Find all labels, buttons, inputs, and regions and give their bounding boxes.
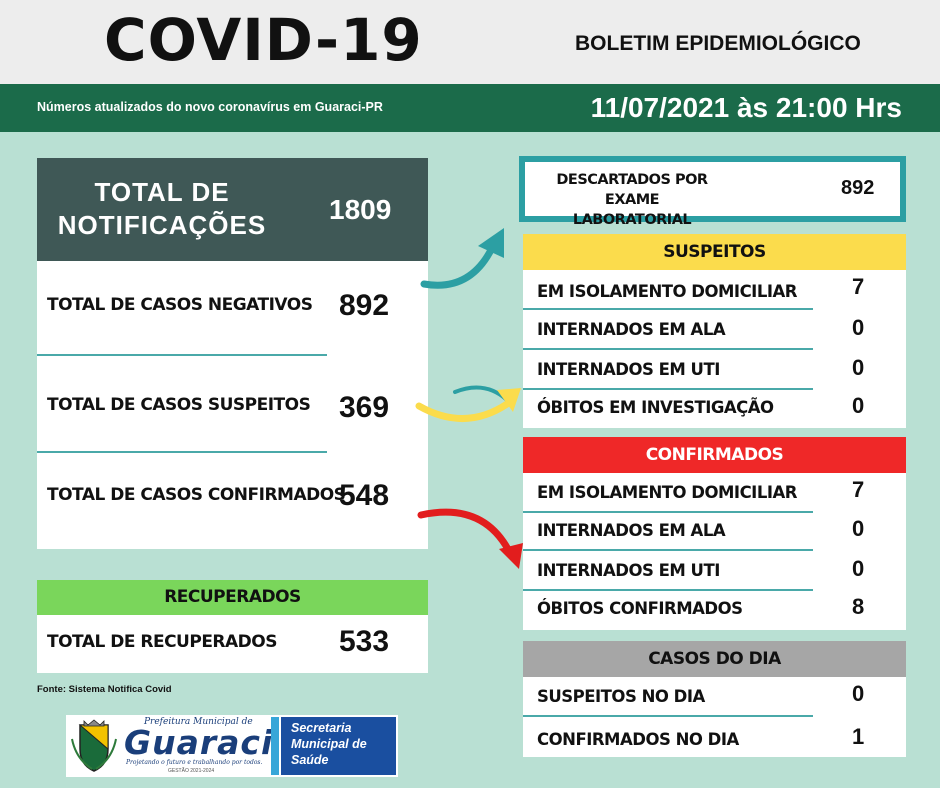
daily-row-value: 1: [852, 724, 865, 749]
logo-prefeitura: Prefeitura Municipal de: [144, 717, 253, 727]
confirmed-row-value: 0: [852, 516, 865, 541]
notifications-label: TOTAL DE NOTIFICAÇÕES: [37, 176, 287, 242]
municipality-logo: Prefeitura Municipal de Guaraci Projetan…: [66, 715, 398, 777]
daily-row-label: CONFIRMADOS NO DIA: [537, 730, 739, 749]
total-suspect-value: 369: [339, 391, 390, 424]
confirmed-row-value: 8: [852, 594, 865, 619]
subtitle: Números atualizados do novo coronavírus …: [37, 100, 383, 114]
logo-gestao: GESTÃO 2021-2024: [168, 768, 215, 774]
divider: [37, 451, 327, 453]
notifications-label-line1: TOTAL DE: [94, 177, 230, 207]
arrow-to-discarded-icon: [420, 228, 504, 289]
suspects-row-value: 7: [852, 274, 865, 299]
total-suspect-label: TOTAL DE CASOS SUSPEITOS: [47, 395, 311, 415]
notifications-total-card: TOTAL DE NOTIFICAÇÕES 1809: [37, 158, 428, 261]
info-band: Números atualizados do novo coronavírus …: [0, 84, 940, 132]
discarded-value: 892: [841, 177, 875, 199]
logo-secretaria: Secretaria Municipal de Saúde: [281, 717, 396, 775]
divider: [523, 348, 813, 350]
divider: [523, 511, 813, 513]
confirmed-row-value: 7: [852, 477, 865, 502]
recovered-value: 533: [339, 625, 390, 658]
daily-cases-header: CASOS DO DIA: [523, 641, 906, 677]
update-datetime: 11/07/2021 às 21:00 Hrs: [590, 92, 902, 123]
logo-secretaria-line2: Municipal de: [291, 737, 367, 751]
suspects-row-label: ÓBITOS EM INVESTIGAÇÃO: [537, 398, 774, 417]
divider: [523, 388, 813, 390]
arrow-to-suspects-icon: [415, 385, 521, 422]
recovered-card: TOTAL DE RECUPERADOS 533: [37, 615, 428, 673]
logo-secretaria-line3: Saúde: [291, 753, 329, 767]
daily-row-label: SUSPEITOS NO DIA: [537, 687, 705, 706]
bulletin-label: BOLETIM EPIDEMIOLÓGICO: [575, 32, 861, 55]
divider: [523, 308, 813, 310]
suspects-card: EM ISOLAMENTO DOMICILIAR 7 INTERNADOS EM…: [523, 270, 906, 428]
confirmed-row-label: ÓBITOS CONFIRMADOS: [537, 599, 743, 618]
source-note: Fonte: Sistema Notifica Covid: [37, 684, 172, 695]
totals-card: TOTAL DE CASOS NEGATIVOS 892 TOTAL DE CA…: [37, 261, 428, 549]
suspects-row-label: INTERNADOS EM UTI: [537, 360, 720, 379]
logo-name: Guaraci: [124, 723, 274, 762]
total-confirmed-value: 548: [339, 479, 390, 512]
confirmed-header: CONFIRMADOS: [523, 437, 906, 473]
suspects-row-value: 0: [852, 355, 865, 380]
discarded-label: DESCARTADOS POR EXAME LABORATORIAL: [537, 170, 727, 230]
logo-accent-bar: [271, 717, 279, 775]
divider: [37, 354, 327, 356]
confirmed-row-label: EM ISOLAMENTO DOMICILIAR: [537, 483, 797, 502]
total-negative-value: 892: [339, 289, 390, 322]
notifications-value: 1809: [329, 194, 392, 225]
suspects-row-label: INTERNADOS EM ALA: [537, 320, 726, 339]
discarded-card: DESCARTADOS POR EXAME LABORATORIAL 892: [519, 156, 906, 228]
recovered-label: TOTAL DE RECUPERADOS: [47, 632, 277, 652]
recovered-header: RECUPERADOS: [37, 580, 428, 615]
logo-tagline: Projetando o futuro e trabalhando por to…: [126, 759, 263, 766]
suspects-header: SUSPEITOS: [523, 234, 906, 270]
confirmed-row-label: INTERNADOS EM UTI: [537, 561, 720, 580]
discarded-card-inner: DESCARTADOS POR EXAME LABORATORIAL 892: [525, 162, 900, 228]
suspects-row-value: 0: [852, 393, 865, 418]
divider: [523, 715, 813, 717]
coat-of-arms-icon: [71, 719, 117, 772]
total-negative-label: TOTAL DE CASOS NEGATIVOS: [47, 295, 313, 315]
total-confirmed-label: TOTAL DE CASOS CONFIRMADOS: [47, 485, 346, 505]
confirmed-row-label: INTERNADOS EM ALA: [537, 521, 726, 540]
arrow-to-confirmed-icon: [417, 508, 523, 569]
divider: [523, 549, 813, 551]
header-bar: COVID-19 BOLETIM EPIDEMIOLÓGICO: [0, 0, 940, 84]
confirmed-card: EM ISOLAMENTO DOMICILIAR 7 INTERNADOS EM…: [523, 473, 906, 630]
discarded-label-line2: LABORATORIAL: [572, 212, 692, 228]
suspects-row-value: 0: [852, 315, 865, 340]
suspects-row-label: EM ISOLAMENTO DOMICILIAR: [537, 282, 797, 301]
notifications-label-line2: NOTIFICAÇÕES: [57, 210, 267, 240]
confirmed-row-value: 0: [852, 556, 865, 581]
discarded-label-line1: DESCARTADOS POR EXAME: [556, 172, 708, 208]
logo-secretaria-line1: Secretaria: [291, 721, 352, 735]
page-title: COVID-19: [104, 6, 423, 74]
daily-cases-card: SUSPEITOS NO DIA 0 CONFIRMADOS NO DIA 1: [523, 677, 906, 757]
daily-row-value: 0: [852, 681, 865, 706]
divider: [523, 589, 813, 591]
